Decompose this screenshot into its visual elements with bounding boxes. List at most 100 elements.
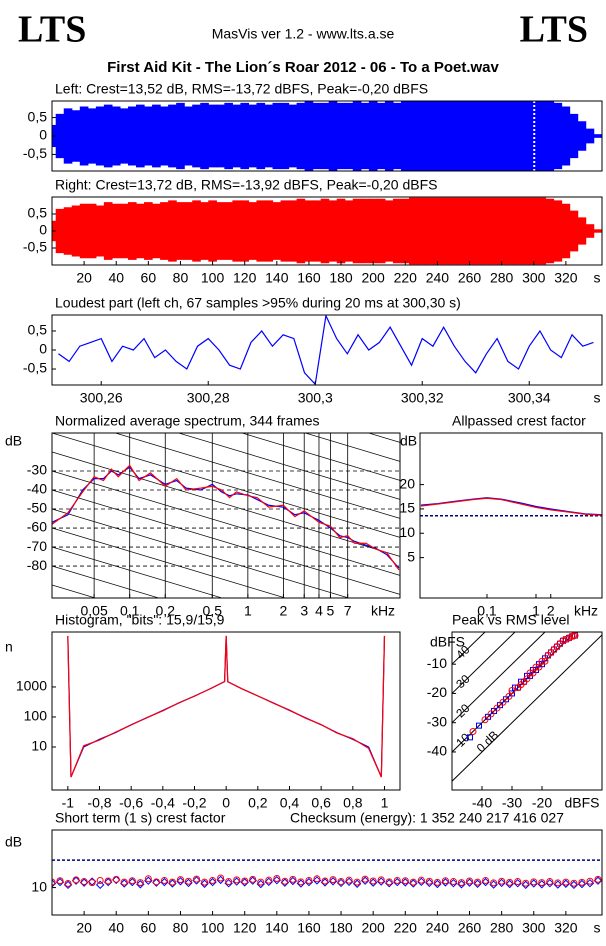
data-point <box>441 878 450 887</box>
x-tick-label: 300 <box>522 270 546 286</box>
x-tick-label: 180 <box>329 920 353 936</box>
y-tick-label: 0,5 <box>28 108 48 124</box>
y-tick-label: 100 <box>24 708 48 724</box>
data-point <box>352 879 362 888</box>
slope-line <box>52 508 350 598</box>
y-tick-label: 5 <box>407 548 415 564</box>
x-tick-label: 320 <box>554 920 578 936</box>
logo: LTS <box>520 9 588 51</box>
y-axis-label: dB <box>5 834 22 850</box>
y-tick-label: 10 <box>31 878 47 894</box>
data-point <box>469 727 477 735</box>
data-point <box>304 877 314 887</box>
checksum: Checksum (energy): 1 352 240 217 416 027 <box>290 810 564 826</box>
x-axis-label: kHz <box>574 603 598 619</box>
data-point <box>136 880 145 889</box>
data-point <box>71 876 81 885</box>
data-point <box>505 692 513 700</box>
y-tick-label: 0 <box>39 127 47 143</box>
data-point <box>272 875 282 885</box>
data-point <box>449 878 457 886</box>
data-point <box>184 878 193 888</box>
data-line <box>67 635 386 778</box>
diagonal-line <box>452 632 546 724</box>
data-point <box>425 877 433 885</box>
x-tick-label: 280 <box>490 270 514 286</box>
panel-title: Short term (1 s) crest factor <box>55 810 226 826</box>
data-point <box>585 878 595 888</box>
plot-frame <box>51 314 603 386</box>
software-name: MasVis ver 1.2 - www.lts.a.se <box>212 26 395 42</box>
x-tick-label: 0,1 <box>120 603 140 619</box>
x-tick-label: -0,4 <box>151 795 175 811</box>
data-point <box>112 875 120 883</box>
data-line <box>420 497 602 516</box>
slope-line <box>52 433 400 538</box>
data-point <box>265 876 273 884</box>
panel-title: Histogram, "bits": 15,9/15,9 <box>55 612 225 628</box>
plot-frame <box>51 829 603 916</box>
y-tick-label: -60 <box>27 519 47 535</box>
x-tick-label: 0,4 <box>280 795 300 811</box>
x-tick-label: 40 <box>108 270 124 286</box>
data-point <box>193 875 201 883</box>
y-tick-label: -20 <box>427 684 447 700</box>
data-point <box>594 875 602 883</box>
data-point <box>546 878 554 886</box>
data-point <box>103 877 113 887</box>
slope-line <box>52 319 400 423</box>
slope-line <box>52 546 224 598</box>
slope-line <box>52 565 160 598</box>
data-point <box>64 879 72 887</box>
data-point <box>393 877 402 887</box>
data-point <box>498 877 506 885</box>
data-point <box>201 878 209 886</box>
x-tick-label: 300,28 <box>187 390 230 406</box>
data-point <box>593 876 602 885</box>
x-tick-label: 60 <box>141 920 157 936</box>
data-point <box>152 878 161 887</box>
data-point <box>344 877 354 887</box>
data-point <box>176 876 184 884</box>
data-point <box>120 878 128 886</box>
x-tick-label: 2 <box>280 603 288 619</box>
plot-frame <box>51 196 603 266</box>
x-tick-label: 320 <box>554 270 578 286</box>
y-axis-label: n <box>5 639 13 655</box>
data-point <box>466 877 474 885</box>
x-tick-label: 240 <box>426 270 450 286</box>
data-point <box>401 878 410 887</box>
data-point <box>240 878 249 887</box>
data-point <box>553 880 563 889</box>
y-tick-label: 0 <box>39 341 47 357</box>
data-point <box>280 878 290 887</box>
data-point <box>473 879 482 888</box>
x-tick-label: 20 <box>76 270 92 286</box>
data-point <box>305 876 313 884</box>
plot-area <box>67 635 386 778</box>
data-point <box>530 878 538 886</box>
data-point <box>506 878 514 886</box>
logo: LTS <box>18 9 86 51</box>
panel-title: Allpassed crest factor <box>452 413 586 429</box>
data-point <box>168 879 177 888</box>
data-point <box>208 877 217 887</box>
data-point <box>541 657 549 665</box>
data-point <box>168 878 176 886</box>
data-point <box>329 876 337 884</box>
data-point <box>433 878 441 886</box>
data-point <box>545 878 555 888</box>
data-point <box>433 879 442 889</box>
data-point <box>345 876 353 884</box>
data-point <box>499 698 507 706</box>
y-tick-label: -40 <box>27 481 47 497</box>
plot-area <box>52 859 602 890</box>
data-point <box>160 877 169 887</box>
data-point <box>526 669 534 677</box>
data-point <box>578 878 586 886</box>
data-point <box>176 877 185 886</box>
y-axis-label: dBFS <box>430 634 465 650</box>
data-point <box>369 877 377 885</box>
slope-line <box>52 489 400 595</box>
data-point <box>482 876 490 884</box>
